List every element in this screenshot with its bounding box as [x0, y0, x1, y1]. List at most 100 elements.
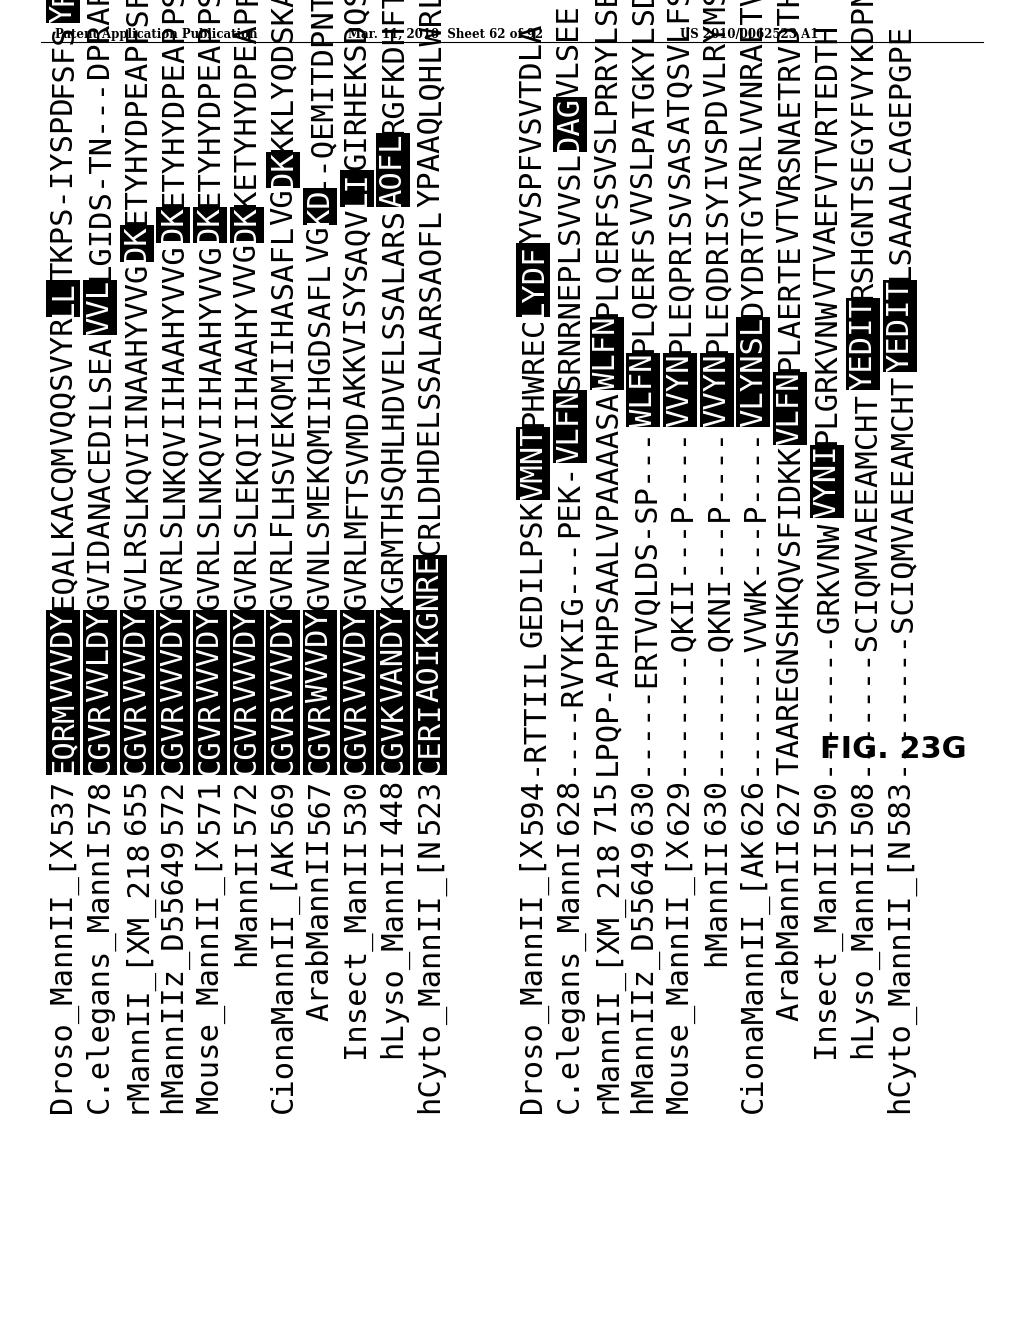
Text: ATQSVLFSAS: ATQSVLFSAS — [666, 0, 694, 133]
Text: VVYN: VVYN — [666, 354, 694, 426]
Bar — [266, 152, 300, 189]
Text: KQMIIHASAFL: KQMIIHASAFL — [269, 224, 298, 426]
Text: VVVDY: VVVDY — [342, 610, 371, 702]
Text: IIHGDSAFL: IIHGDSAFL — [305, 261, 335, 426]
Text: VVL: VVL — [85, 280, 115, 335]
Text: GVRLS: GVRLS — [232, 519, 261, 610]
Text: VANDY: VANDY — [379, 610, 408, 702]
Bar — [883, 280, 916, 372]
Text: VLFN: VLFN — [775, 372, 805, 445]
Text: FSFS: FSFS — [49, 24, 78, 96]
Text: DAG: DAG — [555, 96, 585, 152]
Text: VYNI: VYNI — [812, 445, 841, 519]
Bar — [46, 5, 80, 24]
Text: VLRYMSEN: VLRYMSEN — [702, 0, 731, 96]
Text: VG: VG — [269, 189, 298, 224]
Bar — [46, 702, 80, 775]
Text: 628: 628 — [555, 779, 585, 834]
Text: 590: 590 — [812, 779, 841, 834]
Text: 578: 578 — [85, 779, 115, 834]
Text: -----ERTVQLDS-SP---: -----ERTVQLDS-SP--- — [629, 426, 657, 775]
Text: 448: 448 — [379, 779, 408, 834]
Text: YVRL: YVRL — [739, 133, 768, 207]
Text: SVSL: SVSL — [592, 115, 622, 189]
Text: DK: DK — [232, 207, 261, 243]
Text: VG: VG — [305, 224, 335, 261]
Text: hMannII: hMannII — [702, 837, 731, 966]
Bar — [627, 354, 660, 426]
Text: AOFL: AOFL — [379, 133, 408, 207]
Text: WLFN: WLFN — [629, 354, 657, 426]
Text: GVRLM: GVRLM — [342, 519, 371, 610]
Text: CionaMannII_[AK: CionaMannII_[AK — [268, 837, 298, 1113]
Text: VQQSVYR: VQQSVYR — [49, 317, 78, 445]
Text: LARSAOFL: LARSAOFL — [416, 206, 444, 354]
Text: LEKQI: LEKQI — [232, 426, 261, 519]
Text: PLGRKVNW: PLGRKVNW — [812, 298, 841, 445]
Bar — [157, 207, 190, 243]
Text: CGVR: CGVR — [305, 702, 335, 775]
Text: KGRMT: KGRMT — [379, 519, 408, 610]
Text: CERI: CERI — [416, 702, 444, 775]
Text: VVG: VVG — [232, 243, 261, 298]
Text: 630: 630 — [629, 779, 657, 834]
Text: Y: Y — [49, 5, 78, 24]
Text: Droso_MannII_[X: Droso_MannII_[X — [48, 837, 79, 1113]
Text: KDPN: KDPN — [849, 0, 878, 61]
Text: PHWREC: PHWREC — [519, 317, 548, 426]
Text: QVSFIDKK: QVSFIDKK — [775, 445, 805, 591]
Text: RSNAETRV: RSNAETRV — [775, 41, 805, 189]
Text: hLyso_MannII: hLyso_MannII — [378, 837, 409, 1057]
Text: KKLYQDSKAFS: KKLYQDSKAFS — [269, 0, 298, 152]
Bar — [157, 610, 190, 702]
Text: ----RVYKIG---: ----RVYKIG--- — [555, 536, 585, 775]
Text: GVRLS: GVRLS — [196, 519, 224, 610]
Text: Mar. 11, 2010  Sheet 62 of 92: Mar. 11, 2010 Sheet 62 of 92 — [348, 28, 543, 41]
Text: IIHAAHYVVG: IIHAAHYVVG — [159, 243, 187, 426]
Text: rMannII_[XM_218: rMannII_[XM_218 — [122, 837, 152, 1113]
Bar — [194, 610, 227, 702]
Text: 583: 583 — [886, 779, 914, 834]
Bar — [340, 170, 374, 207]
Text: MEKQM: MEKQM — [305, 426, 335, 519]
Bar — [736, 317, 770, 426]
Text: YEDIT: YEDIT — [849, 298, 878, 391]
Text: 569: 569 — [269, 779, 298, 834]
Bar — [120, 702, 154, 775]
Text: LL: LL — [49, 280, 78, 317]
Bar — [194, 207, 227, 243]
Text: ArabMannII: ArabMannII — [775, 837, 805, 1020]
Text: YVSPFVSVTDLA: YVSPFVSVTDLA — [519, 22, 548, 244]
Bar — [340, 610, 374, 702]
Text: Insect_ManII: Insect_ManII — [812, 837, 842, 1057]
Text: FTLD: FTLD — [49, 0, 78, 5]
Text: 715: 715 — [592, 779, 622, 834]
Text: YPAAQ: YPAAQ — [416, 115, 444, 207]
Bar — [46, 280, 80, 317]
Text: FIG. 23G: FIG. 23G — [820, 735, 967, 764]
Text: VVVDY: VVVDY — [269, 610, 298, 702]
Bar — [303, 702, 337, 775]
Text: VVNRAETVMDSN: VVNRAETVMDSN — [739, 0, 768, 133]
Text: PLQERFS: PLQERFS — [629, 224, 657, 354]
Text: FSFS: FSFS — [122, 0, 152, 42]
Text: C.elegans_MannI: C.elegans_MannI — [85, 837, 115, 1113]
Text: LSAAALCAGEPGPE: LSAAALCAGEPGPE — [886, 22, 914, 280]
Text: LGIDS-TN---: LGIDS-TN--- — [85, 78, 115, 280]
Text: RSHGNTSEGYFVY: RSHGNTSEGYFVY — [849, 59, 878, 298]
Text: 655: 655 — [122, 779, 152, 834]
Text: CionaMannII_[AK: CionaMannII_[AK — [738, 837, 768, 1113]
Text: 537: 537 — [49, 779, 78, 834]
Text: LNKQV: LNKQV — [196, 426, 224, 519]
Bar — [194, 702, 227, 775]
Text: CGVR: CGVR — [196, 702, 224, 775]
Bar — [46, 610, 80, 702]
Text: GVRLS: GVRLS — [159, 519, 187, 610]
Bar — [46, 0, 80, 5]
Bar — [229, 702, 263, 775]
Text: -------QKNI---P----: -------QKNI---P---- — [702, 426, 731, 775]
Text: EFVTVRTEDTH: EFVTVRTEDTH — [812, 24, 841, 226]
Bar — [699, 354, 733, 426]
Text: GVRLF: GVRLF — [269, 519, 298, 610]
Text: KACQM: KACQM — [49, 445, 78, 537]
